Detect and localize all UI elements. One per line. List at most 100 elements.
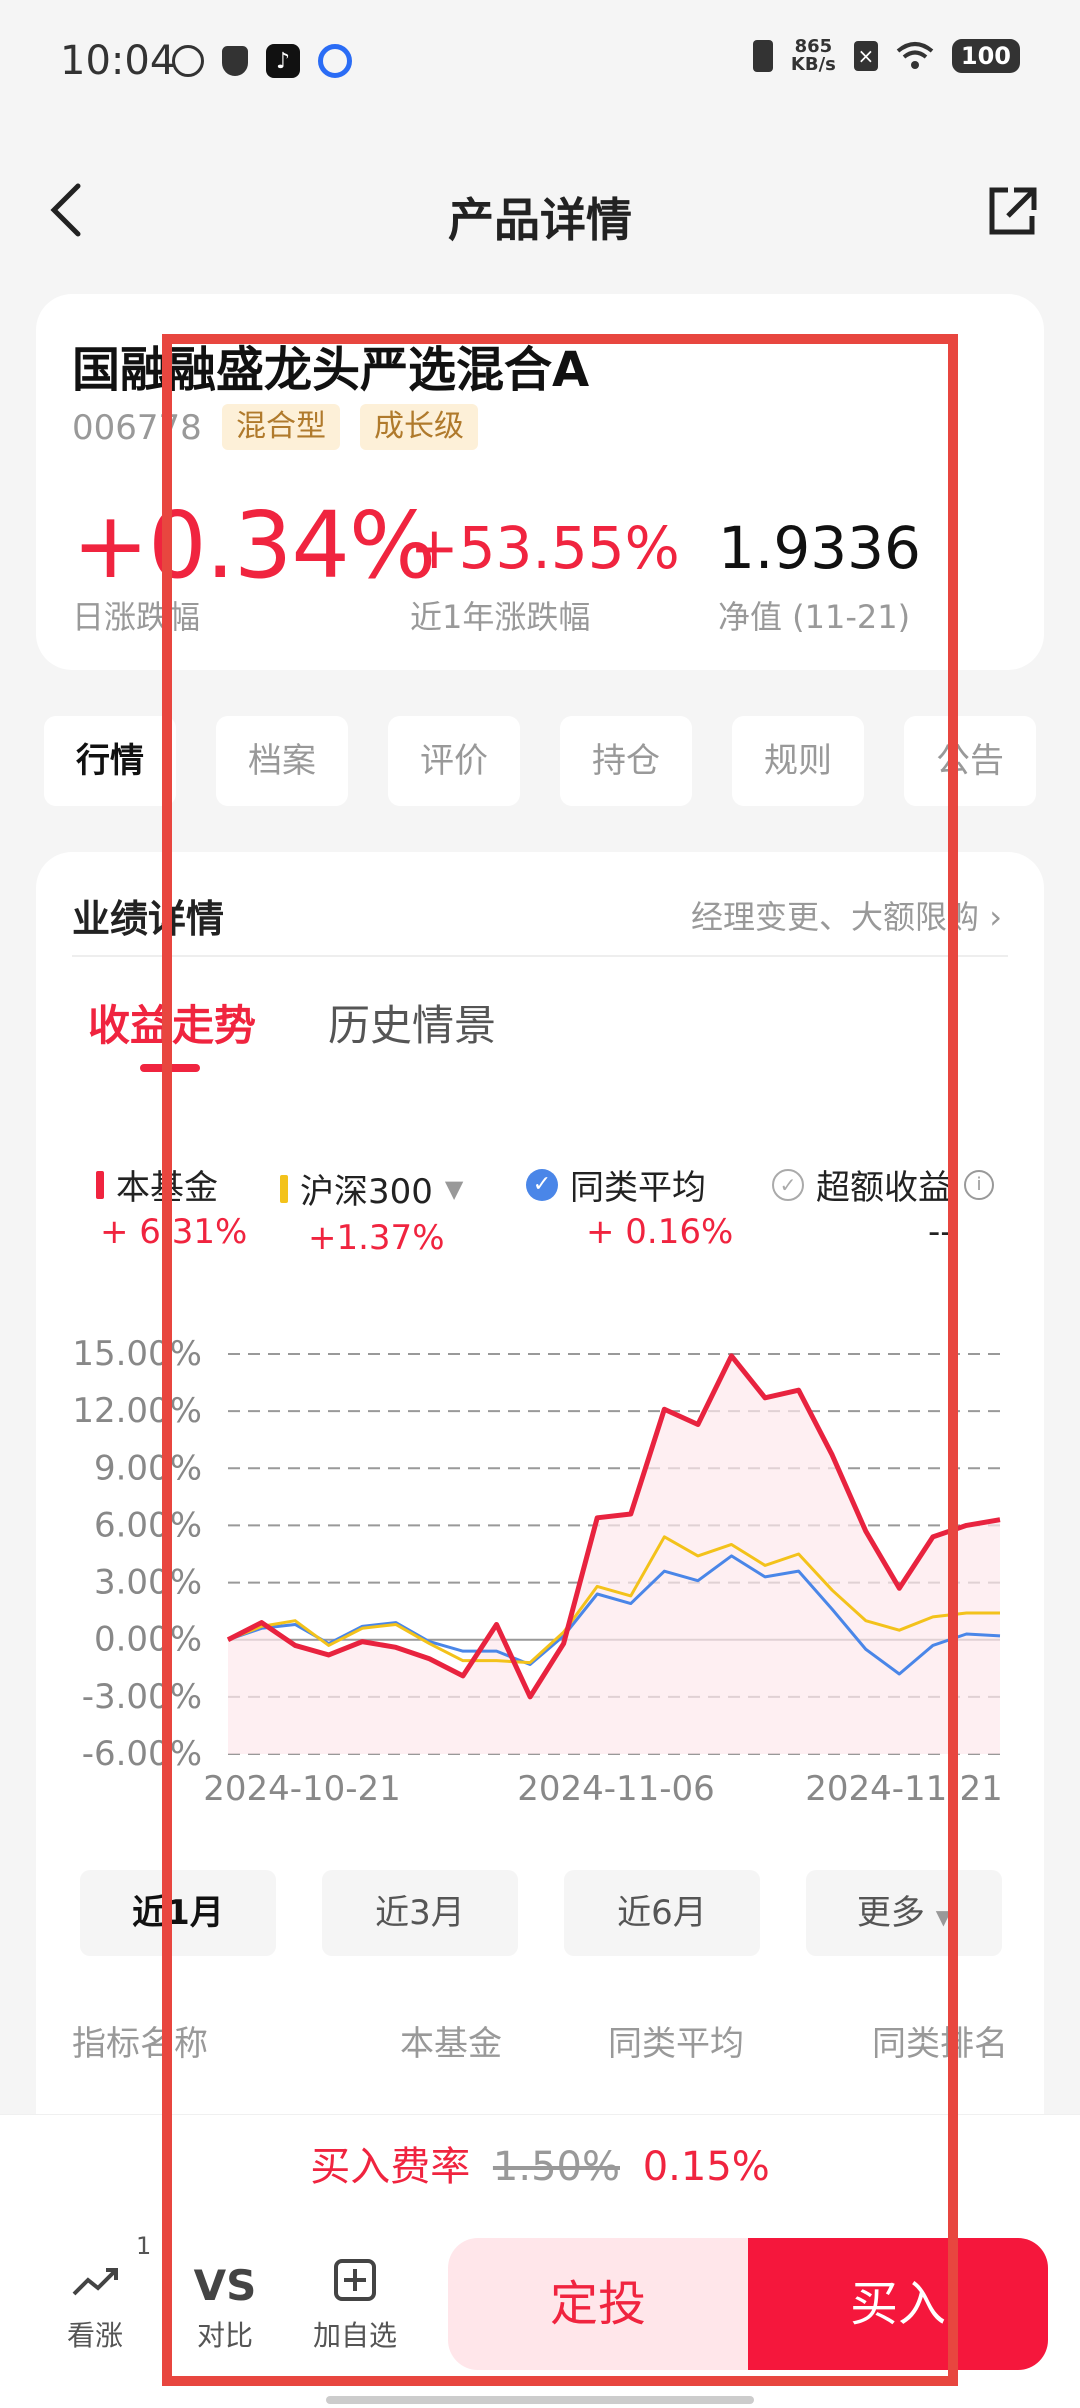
buy-fee-discount: 0.15%	[642, 2144, 770, 2190]
indicator-header-peer: 同类平均	[608, 2024, 744, 2064]
buy-fee-original: 1.50%	[492, 2144, 620, 2190]
tab-notice[interactable]: 公告	[904, 716, 1036, 806]
buy-button[interactable]: 买入	[748, 2238, 1048, 2370]
legend-peer-average[interactable]: ✓ 同类平均	[526, 1160, 706, 1209]
wifi-icon	[896, 42, 934, 69]
status-notification-icons: ♪	[172, 44, 352, 78]
legend-excess-return-label: 超额收益	[816, 1168, 952, 1208]
status-time: 10:04	[60, 38, 176, 84]
vibrate-icon	[752, 40, 773, 72]
daily-change-value: +0.34%	[72, 492, 436, 599]
trend-up-icon	[40, 2258, 150, 2314]
x-tick-label: 2024-11-06	[517, 1769, 715, 1809]
add-watchlist-label: 加自选	[312, 2319, 397, 2352]
nav-value: 1.9336	[718, 514, 921, 582]
subtab-return-trend[interactable]: 收益走势	[88, 1001, 257, 1050]
tab-rating[interactable]: 评价	[388, 716, 520, 806]
home-indicator[interactable]	[326, 2396, 754, 2404]
checkbox-checked-icon: ✓	[526, 1168, 558, 1201]
indicator-header-rank: 同类排名	[872, 2024, 1008, 2064]
tab-holdings[interactable]: 持仓	[560, 716, 692, 806]
tiktok-icon: ♪	[266, 44, 300, 78]
bullish-count-badge: 1	[136, 2232, 152, 2260]
subtab-history-scenario[interactable]: 历史情景	[328, 1001, 497, 1050]
performance-title: 业绩详情	[72, 897, 225, 941]
tab-rules[interactable]: 规则	[732, 716, 864, 806]
battery-icon: 100	[951, 39, 1020, 73]
legend-fund-value: + 6.31%	[100, 1212, 248, 1252]
indicator-header-name: 指标名称	[72, 2024, 208, 2064]
subtab-underline	[140, 1064, 200, 1072]
fund-summary-card	[36, 294, 1044, 670]
legend-fund-marker	[96, 1170, 104, 1199]
tab-profile[interactable]: 档案	[216, 716, 348, 806]
share-icon[interactable]	[984, 184, 1040, 240]
legend-fund[interactable]: 本基金	[96, 1160, 218, 1209]
legend-csi300-value: +1.37%	[308, 1218, 445, 1258]
x-tick-label: 2024-11-21	[805, 1769, 1003, 1809]
checkbox-unchecked-icon: ✓	[772, 1168, 804, 1201]
fund-area-fill	[228, 1355, 1000, 1754]
indicator-header-fund: 本基金	[400, 2024, 502, 2064]
legend-excess-return[interactable]: ✓ 超额收益 i	[772, 1160, 994, 1209]
add-box-icon	[300, 2258, 410, 2314]
period-more-button[interactable]: 更多 ▼	[806, 1870, 1002, 1956]
y-tick-label: 0.00%	[94, 1620, 202, 1660]
y-tick-label: 9.00%	[94, 1448, 202, 1488]
buy-fee-bar	[0, 2114, 1080, 2201]
period-6m-button[interactable]: 近6月	[564, 1870, 760, 1956]
x-tick-label: 2024-10-21	[203, 1769, 401, 1809]
year-change-value: +53.55%	[410, 514, 680, 582]
nav-label: 净值 (11-21)	[718, 598, 911, 636]
series-line-peer-average	[227, 1554, 1001, 1676]
tab-market[interactable]: 行情	[44, 716, 176, 806]
y-tick-label: 3.00%	[94, 1563, 202, 1603]
info-icon[interactable]: i	[964, 1169, 994, 1200]
y-tick-label: 15.00%	[72, 1334, 202, 1374]
legend-fund-label: 本基金	[116, 1168, 218, 1208]
fund-code: 006778	[72, 408, 202, 448]
net-speed-value: 865	[794, 36, 833, 57]
browser-icon	[318, 44, 352, 78]
auto-invest-button[interactable]: 定投	[448, 2238, 748, 2370]
page-title: 产品详情	[448, 193, 632, 247]
legend-peer-average-label: 同类平均	[570, 1168, 706, 1208]
compare-button[interactable]: VS 对比	[170, 2258, 280, 2354]
no-sim-icon: ×	[853, 41, 878, 71]
caret-down-icon: ▼	[935, 1905, 952, 1929]
y-tick-label: -6.00%	[82, 1734, 202, 1774]
divider	[72, 955, 1008, 957]
net-speed: 865 KB/s	[791, 38, 836, 74]
back-icon[interactable]	[46, 180, 106, 240]
legend-csi300-label: 沪深300	[300, 1172, 433, 1212]
net-speed-unit: KB/s	[790, 54, 836, 75]
legend-peer-average-value: + 0.16%	[586, 1212, 734, 1252]
app-notification-icon	[172, 45, 204, 77]
buy-fee-text: 买入费率 1.50% 0.15%	[0, 2134, 1080, 2192]
return-trend-chart[interactable]: 15.00% 12.00% 9.00% 6.00% 3.00% 0.00% -3.00% -6…	[60, 1310, 1020, 1830]
y-tick-label: -3.00%	[82, 1677, 202, 1717]
caret-down-icon: ▼	[444, 1174, 464, 1203]
vs-icon: VS	[193, 2261, 257, 2310]
fund-type-tag: 混合型	[222, 404, 340, 450]
daily-change-label: 日涨跌幅	[72, 598, 201, 636]
series-line-fund	[226, 1353, 1001, 1700]
year-change-label: 近1年涨跌幅	[410, 598, 591, 636]
fund-name: 国融融盛龙头严选混合A	[72, 342, 590, 398]
manager-change-link-text: 经理变更、大额限购	[691, 898, 980, 936]
bullish-label: 看涨	[66, 2319, 123, 2352]
series-line-csi300	[227, 1535, 1000, 1665]
fund-risk-tag: 成长级	[360, 404, 478, 450]
y-tick-label: 6.00%	[94, 1505, 202, 1545]
period-3m-button[interactable]: 近3月	[322, 1870, 518, 1956]
add-watchlist-button[interactable]: 加自选	[300, 2258, 410, 2354]
buy-fee-label: 买入费率	[310, 2144, 471, 2190]
status-right-icons: 865 KB/s × 100	[752, 38, 1020, 74]
bullish-button[interactable]: 看涨	[40, 2258, 150, 2354]
legend-csi300[interactable]: 沪深300 ▼	[280, 1164, 463, 1213]
manager-change-link[interactable]: 经理变更、大额限购 ›	[691, 892, 1002, 938]
period-more-label: 更多	[856, 1893, 925, 1933]
shield-icon	[222, 46, 248, 76]
legend-csi300-marker	[280, 1174, 288, 1203]
period-1m-button[interactable]: 近1月	[80, 1870, 276, 1956]
